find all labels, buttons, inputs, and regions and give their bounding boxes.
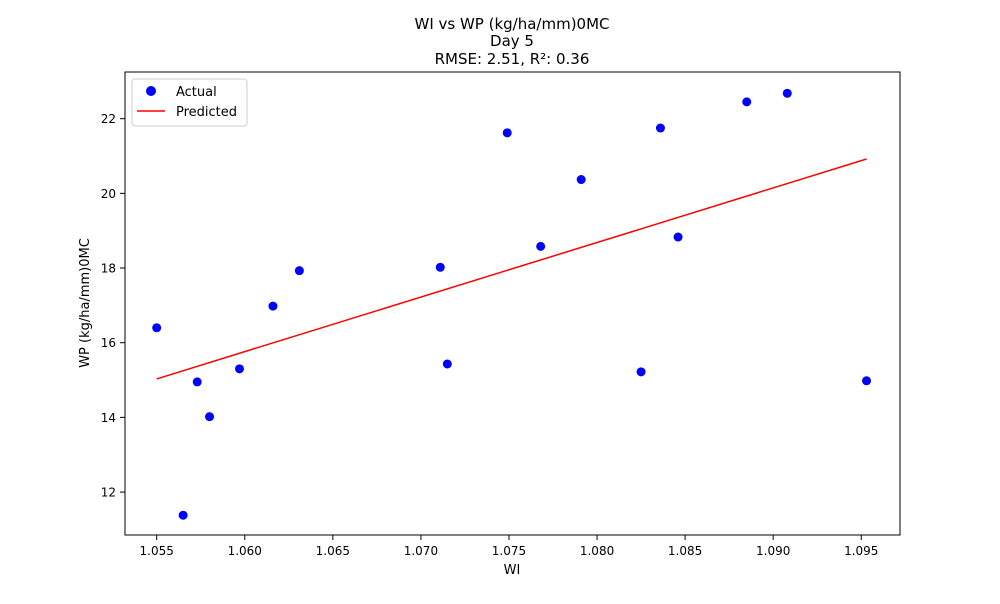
y-tick-label-1: 12 [101,486,116,500]
y-tick-label-3: 16 [101,336,116,350]
actual-point-11 [536,241,546,251]
legend-label-actual: Actual [176,85,217,100]
x-tick-label-2: 1.060 [228,544,262,558]
actual-point-7 [294,266,304,276]
actual-point-4 [205,412,215,422]
actual-point-18 [862,376,872,386]
legend-marker-actual [146,86,156,96]
legend: Actual Predicted [131,78,248,127]
legend-frame [131,78,248,127]
y-tick-label-6: 22 [101,112,116,126]
y-axis-label: WP (kg/ha/mm)0MC [78,238,93,368]
x-tick-label-1: 1.055 [140,544,174,558]
actual-point-17 [782,88,792,98]
actual-point-2 [178,510,188,520]
actual-point-1 [152,323,162,333]
x-axis-label: WI [504,563,521,578]
x-tick-label-4: 1.070 [404,544,438,558]
actual-point-9 [442,359,452,369]
chart-title-line-3: RMSE: 2.51, R²: 0.36 [435,50,590,68]
y-tick-label-4: 18 [101,262,116,276]
x-tick-label-3: 1.065 [316,544,350,558]
plot-area: 1.055 1.060 1.065 1.070 1.075 1.080 1.085 1.090… [101,71,901,558]
y-tick-label-2: 14 [101,411,116,425]
predicted-line [156,158,867,380]
actual-point-14 [655,123,665,133]
actual-point-13 [636,367,646,377]
x-tick-label-9: 1.095 [844,544,878,558]
actual-point-8 [435,262,445,272]
x-tick-label-7: 1.085 [668,544,702,558]
actual-point-12 [576,175,586,185]
actual-point-6 [268,301,278,311]
actual-point-10 [502,128,512,138]
legend-label-predicted: Predicted [176,105,237,120]
actual-point-5 [234,364,244,374]
actual-point-15 [673,232,683,242]
x-tick-label-8: 1.090 [756,544,790,558]
chart-title-line-2: Day 5 [490,32,534,50]
actual-point-16 [742,97,752,107]
x-tick-label-6: 1.080 [580,544,614,558]
plot-background [125,72,900,535]
chart-title-line-1: WI vs WP (kg/ha/mm)0MC [414,15,609,33]
actual-point-3 [192,377,202,387]
x-tick-label-5: 1.075 [492,544,526,558]
axes-frame [124,71,901,536]
y-tick-label-5: 20 [101,187,116,201]
